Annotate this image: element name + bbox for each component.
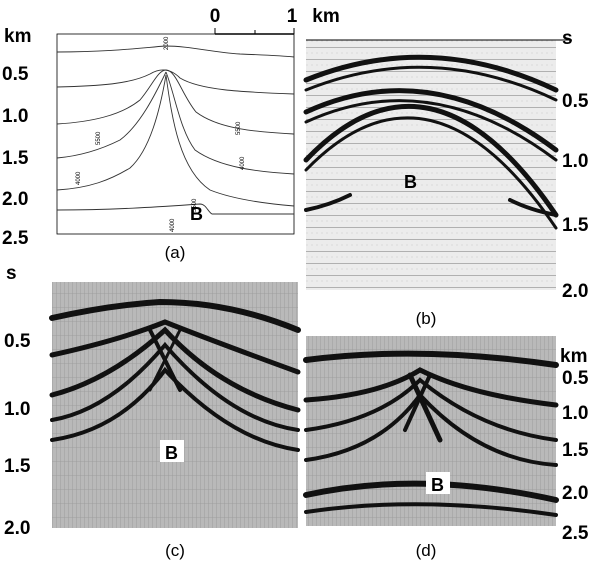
panel-c: B s 0.5 1.0 1.5 2.0 (c) <box>4 263 301 560</box>
axis-unit: km <box>4 26 31 47</box>
annotation: 4000 <box>240 156 246 170</box>
panel-a: 2000 5500 4000 5500 4000 5500 4000 B km … <box>2 26 295 262</box>
tick-label: 1.0 <box>562 403 588 424</box>
axis-unit: s <box>6 263 17 284</box>
tick-label: 0.5 <box>562 91 589 112</box>
scale-start: 0 <box>210 6 221 27</box>
panel-b: B s 0.5 1.0 1.5 2.0 (b) <box>303 28 589 328</box>
marker-b: B <box>404 172 417 192</box>
tick-label: 1.5 <box>2 148 29 169</box>
annotation: 4000 <box>76 171 82 185</box>
tick-label: 0.5 <box>4 331 31 352</box>
panel-label: (d) <box>416 541 437 560</box>
tick-label: 2.5 <box>2 228 29 249</box>
annotation: 5500 <box>192 198 198 212</box>
scale-end: 1 <box>287 6 298 27</box>
panel-label: (b) <box>416 309 437 328</box>
tick-label: 2.5 <box>562 523 589 544</box>
tick-label: 1.0 <box>4 399 30 420</box>
panel-d: B km 0.5 1.0 1.5 2.0 2.5 (d) <box>303 336 589 560</box>
annotation: 2000 <box>164 36 170 50</box>
tick-label: 1.0 <box>2 106 28 127</box>
axis-unit: s <box>562 28 573 49</box>
axis-unit: km <box>560 346 587 367</box>
tick-label: 0.5 <box>562 368 589 389</box>
panel-label: (c) <box>165 541 185 560</box>
scale-bar: 0 1 km <box>210 6 340 35</box>
marker-b: B <box>190 204 203 224</box>
tick-label: 1.5 <box>562 440 589 461</box>
tick-label: 0.5 <box>2 64 29 85</box>
scale-unit: km <box>312 6 339 27</box>
marker-b: B <box>165 443 178 463</box>
annotation: 4000 <box>170 218 176 232</box>
tick-label: 1.0 <box>562 151 588 172</box>
annotation: 5500 <box>236 121 242 135</box>
annotation: 5500 <box>96 131 102 145</box>
tick-label: 2.0 <box>562 281 588 302</box>
tick-label: 1.5 <box>4 456 31 477</box>
tick-label: 1.5 <box>562 215 589 236</box>
tick-label: 2.0 <box>2 189 28 210</box>
tick-label: 2.0 <box>4 518 30 539</box>
marker-b: B <box>431 475 444 495</box>
tick-label: 2.0 <box>562 483 588 504</box>
panel-label: (a) <box>165 243 186 262</box>
